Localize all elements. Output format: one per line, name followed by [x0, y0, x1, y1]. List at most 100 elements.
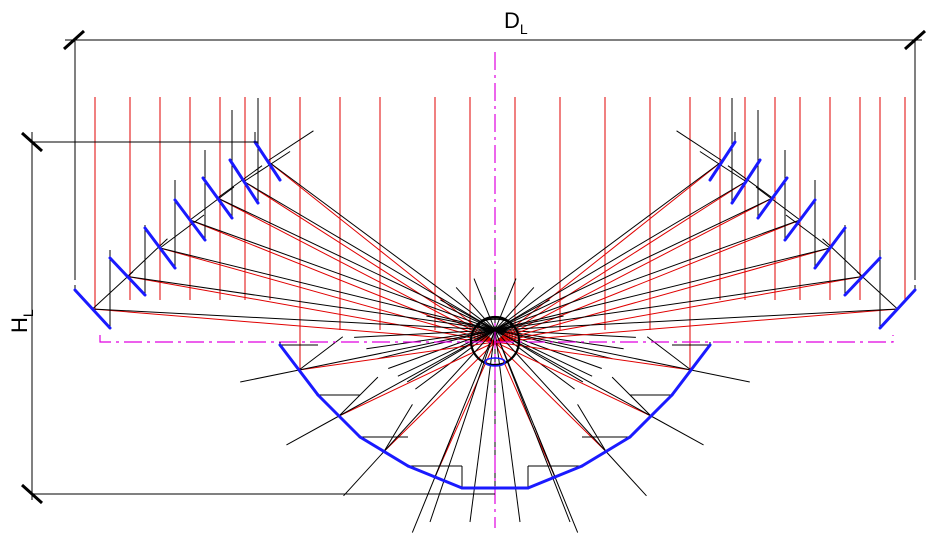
- bottom-fan-line-3: [494, 329, 571, 523]
- height-dimension: HL: [7, 131, 495, 505]
- mirror-facet-18: [670, 343, 712, 397]
- reflected-red-6: [92, 308, 496, 343]
- reflected-black-7: [415, 160, 723, 390]
- reflected-red-2: [217, 197, 496, 343]
- receiver-inner-ellipse: [478, 318, 512, 332]
- receiver-circle: [469, 315, 521, 367]
- construction-line-3: [411, 476, 436, 533]
- reflected-red-11: [494, 247, 831, 343]
- reflected-red-0: [267, 160, 496, 343]
- reflected-black-19: [440, 299, 652, 417]
- receiver-lower-ellipse: [484, 357, 506, 367]
- facet-normal-20: [577, 404, 607, 452]
- reflected-black-14: [298, 315, 564, 371]
- facet-normal-3: [189, 186, 235, 221]
- reflected-red-19: [494, 341, 652, 417]
- bottom-fan-line-0: [429, 329, 496, 523]
- mirror-facet-17: [406, 464, 464, 490]
- reflected-black-1: [243, 181, 584, 383]
- facet-normal-16: [383, 404, 413, 452]
- facet-normal-15: [338, 376, 379, 417]
- facet-normal-12: [822, 238, 863, 277]
- reflected-black-8: [406, 181, 747, 383]
- width-tick-left: [62, 29, 86, 51]
- aperture-line: [99, 335, 894, 343]
- reflected-black-2: [217, 197, 593, 377]
- facet-normal-0: [267, 130, 314, 162]
- facet-normal-lines: [92, 130, 898, 533]
- reflected-black-9: [397, 197, 773, 377]
- reflected-red-21: [494, 341, 556, 478]
- facet-normal-1: [243, 151, 291, 182]
- reflected-black-16: [383, 287, 535, 452]
- bottom-fan-line-2: [494, 329, 521, 523]
- reflected-red-15: [338, 341, 496, 417]
- reflected-red-7: [494, 160, 723, 343]
- facet-normal-21: [533, 425, 556, 478]
- mirror-facets: [73, 140, 917, 490]
- width-label: DL: [504, 8, 528, 37]
- construction-line-0: [240, 369, 300, 383]
- construction-line-6: [605, 451, 647, 497]
- facet-normal-8: [699, 151, 747, 182]
- mirror-facet-14: [278, 343, 320, 397]
- height-tick-top: [20, 131, 44, 153]
- reflected-red-3: [189, 219, 496, 343]
- construction-line-4: [690, 369, 750, 383]
- mirror-facet-11: [813, 226, 847, 270]
- facet-normal-5: [127, 238, 168, 277]
- reflected-red-16: [383, 341, 496, 452]
- reflected-red-14: [298, 341, 496, 371]
- reflected-red-5: [127, 276, 496, 343]
- mirror-facet-16: [358, 435, 410, 468]
- reflected-red-17: [434, 341, 496, 478]
- reflected-red-9: [494, 197, 773, 343]
- width-tick-right: [903, 29, 927, 51]
- facet-normal-17: [434, 425, 457, 478]
- mirror-facet-15: [316, 393, 362, 439]
- mirror-facet-20: [580, 435, 632, 468]
- construction-line-2: [343, 451, 385, 497]
- reflected-black-5: [127, 276, 624, 350]
- reflected-black-15: [338, 299, 550, 417]
- bottom-fan-line-1: [469, 329, 496, 523]
- mirror-facet-10: [783, 198, 817, 242]
- reflected-red-13: [494, 308, 898, 343]
- mirror-facet-6: [73, 288, 112, 330]
- facet-normal-9: [727, 165, 773, 199]
- mirror-facet-0: [253, 140, 282, 182]
- reflected-red-20: [494, 341, 607, 452]
- reflected-red-10: [494, 219, 801, 343]
- receiver: [469, 315, 521, 367]
- reflected-black-12: [366, 276, 863, 350]
- mirror-facet-5: [108, 256, 147, 297]
- reflected-black-18: [426, 315, 692, 371]
- mirror-facet-7: [708, 140, 737, 182]
- reflected-red-1: [243, 181, 496, 343]
- reflected-black-20: [455, 287, 607, 452]
- construction-line-7: [554, 476, 579, 533]
- mirror-facet-19: [628, 393, 674, 439]
- reflected-black-3: [189, 219, 602, 369]
- reflected-red-18: [494, 341, 692, 371]
- reflected-black-4: [159, 247, 613, 360]
- reflected-red-12: [494, 276, 863, 343]
- mirror-facet-8: [730, 158, 762, 205]
- facet-normal-13: [856, 271, 898, 310]
- mirror-facet-1: [228, 158, 260, 205]
- mirror-facet-21: [526, 464, 584, 490]
- facet-normal-4: [159, 214, 205, 249]
- reflected-red-4: [159, 247, 496, 343]
- mirror-facet-3: [173, 198, 207, 242]
- facet-normal-2: [217, 165, 263, 199]
- height-label: HL: [7, 309, 36, 333]
- height-tick-bottom: [20, 483, 44, 505]
- facet-normal-6: [92, 271, 134, 310]
- reflected-black-6: [92, 308, 636, 338]
- reflected-black-11: [377, 247, 831, 360]
- facet-normal-7: [676, 130, 723, 162]
- facet-normal-10: [755, 186, 801, 221]
- reflected-black-13: [354, 308, 898, 338]
- reflected-black-10: [388, 219, 801, 369]
- construction-line-5: [650, 415, 704, 446]
